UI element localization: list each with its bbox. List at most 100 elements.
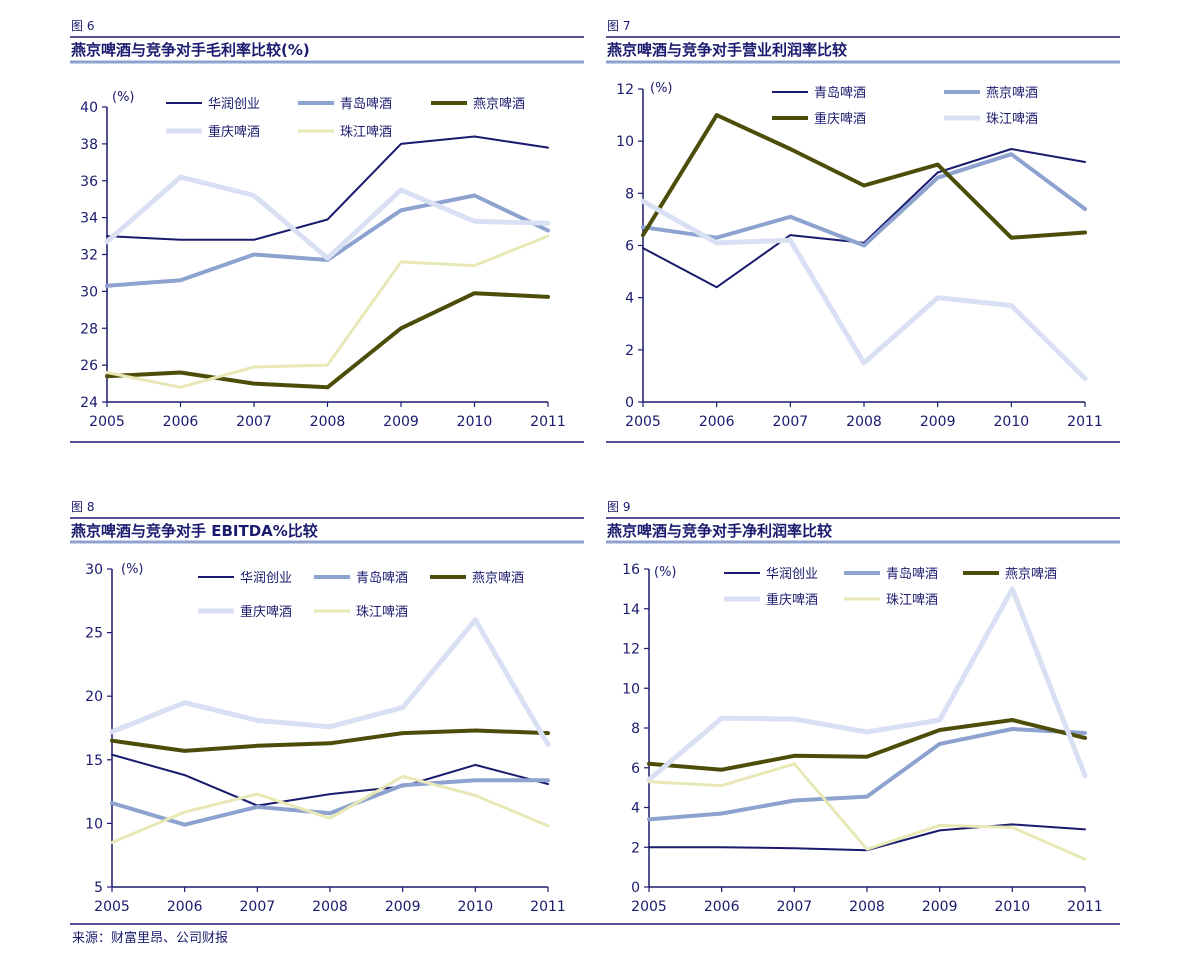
- series-line-5: [647, 762, 1087, 861]
- y-tick-label: 6: [631, 761, 640, 777]
- legend-label: 重庆啤酒: [208, 124, 260, 140]
- y-tick-label: 38: [80, 137, 98, 153]
- unit-label: (%): [112, 90, 135, 105]
- x-tick-label: 2005: [94, 899, 130, 915]
- series-line-2: [105, 193, 550, 288]
- y-tick-label: 8: [625, 186, 634, 202]
- y-tick-label: 16: [622, 562, 640, 578]
- figure-label: 图 6: [71, 19, 94, 33]
- x-tick-label: 2007: [777, 899, 813, 915]
- x-tick-label: 2010: [994, 414, 1030, 430]
- series-line-2: [110, 778, 550, 827]
- y-tick-label: 5: [94, 880, 103, 896]
- x-tick-label: 2009: [383, 414, 419, 430]
- figure-label: 图 8: [71, 500, 94, 514]
- unit-label: (%): [654, 565, 677, 580]
- series-line-4: [104, 174, 551, 261]
- y-tick-label: 0: [631, 880, 640, 896]
- y-tick-label: 10: [85, 816, 103, 832]
- x-tick-label: 2007: [236, 414, 272, 430]
- legend-label: 重庆啤酒: [766, 592, 818, 608]
- x-tick-label: 2011: [530, 899, 566, 915]
- x-tick-label: 2006: [699, 414, 735, 430]
- x-tick-label: 2006: [163, 414, 199, 430]
- y-tick-label: 15: [85, 753, 103, 769]
- x-tick-label: 2010: [457, 414, 493, 430]
- legend-label: 青岛啤酒: [886, 566, 938, 582]
- chart-title: 燕京啤酒与竞争对手净利润率比较: [607, 522, 832, 540]
- x-tick-label: 2011: [1067, 899, 1103, 915]
- y-tick-label: 30: [80, 284, 98, 300]
- legend-label: 燕京啤酒: [986, 86, 1038, 101]
- series-line-2: [641, 152, 1087, 248]
- legend-label: 青岛啤酒: [340, 96, 392, 112]
- x-tick-label: 2006: [704, 899, 740, 915]
- legend-label: 珠江啤酒: [886, 593, 938, 608]
- chart-title: 燕京啤酒与竞争对手营业利润率比较: [607, 41, 847, 59]
- series-line-2: [647, 727, 1087, 822]
- x-tick-label: 2011: [530, 414, 566, 430]
- unit-label: (%): [121, 562, 144, 577]
- x-tick-label: 2011: [1067, 414, 1103, 430]
- series-line-4: [646, 586, 1088, 783]
- series-line-3: [641, 113, 1087, 240]
- legend-label: 珠江啤酒: [356, 605, 408, 620]
- source-note: 来源：财富里昂、公司财报: [72, 930, 228, 946]
- chart-panel-4: 图 9 燕京啤酒与竞争对手净利润率比较 0 2 4 6 8 10 12 14 16 2005 2006 2…: [606, 500, 1120, 915]
- y-tick-label: 4: [625, 291, 634, 307]
- y-tick-label: 12: [616, 82, 634, 98]
- y-tick-label: 34: [80, 211, 98, 227]
- unit-label: (%): [650, 81, 673, 96]
- y-tick-label: 40: [80, 100, 98, 116]
- y-tick-label: 14: [622, 602, 640, 618]
- x-tick-label: 2005: [89, 414, 125, 430]
- chart-title: 燕京啤酒与竞争对手 EBITDA%比较: [71, 522, 318, 540]
- figure-label: 图 7: [607, 19, 630, 33]
- x-tick-label: 2005: [625, 414, 661, 430]
- x-tick-label: 2008: [849, 899, 885, 915]
- y-tick-label: 10: [616, 134, 634, 150]
- x-tick-label: 2007: [773, 414, 809, 430]
- chart-panels: 图 6燕京啤酒与竞争对手毛利率比较(%)24262830323436384020…: [70, 19, 1120, 925]
- legend-label: 华润创业: [766, 567, 818, 582]
- chart-panel-2: 图 7 燕京啤酒与竞争对手营业利润率比较 0 2 4 6 8 10 12 2005 2006 2007…: [606, 19, 1120, 443]
- legend-label: 重庆啤酒: [240, 604, 292, 620]
- legend-label: 华润创业: [208, 97, 260, 112]
- chart-title: 燕京啤酒与竞争对手毛利率比较(%): [71, 41, 310, 59]
- legend-label: 燕京啤酒: [473, 97, 525, 112]
- y-tick-label: 20: [85, 689, 103, 705]
- series-line-1: [648, 823, 1086, 852]
- legend-label: 燕京啤酒: [472, 571, 524, 586]
- x-tick-label: 2008: [846, 414, 882, 430]
- chart-panel-1: 图 6 燕京啤酒与竞争对手毛利率比较(%) 24 26 28 30 32 34 36 38 40 20…: [70, 19, 584, 443]
- x-tick-label: 2010: [458, 899, 494, 915]
- series-line-1: [642, 148, 1086, 289]
- y-tick-label: 24: [80, 395, 98, 411]
- x-tick-label: 2010: [995, 899, 1031, 915]
- series-line-4: [640, 198, 1088, 381]
- y-tick-label: 2: [631, 840, 640, 856]
- y-tick-label: 8: [631, 721, 640, 737]
- series-line-5: [110, 774, 550, 844]
- legend-label: 华润创业: [240, 571, 292, 586]
- x-tick-label: 2008: [310, 414, 346, 430]
- y-tick-label: 32: [80, 248, 98, 264]
- x-tick-label: 2009: [920, 414, 956, 430]
- series-line-1: [111, 753, 549, 807]
- legend-label: 青岛啤酒: [814, 85, 866, 101]
- y-tick-label: 36: [80, 174, 98, 190]
- y-tick-label: 10: [622, 681, 640, 697]
- chart-panel-3: 图 8 燕京啤酒与竞争对手 EBITDA%比较 5 10 15 20 25 30 2005 200…: [70, 500, 584, 915]
- x-tick-label: 2005: [631, 899, 667, 915]
- y-tick-label: 0: [625, 395, 634, 411]
- series-line-3: [647, 718, 1087, 772]
- legend-label: 燕京啤酒: [1005, 567, 1057, 582]
- y-tick-label: 25: [85, 626, 103, 642]
- y-tick-label: 28: [80, 321, 98, 337]
- x-tick-label: 2008: [312, 899, 348, 915]
